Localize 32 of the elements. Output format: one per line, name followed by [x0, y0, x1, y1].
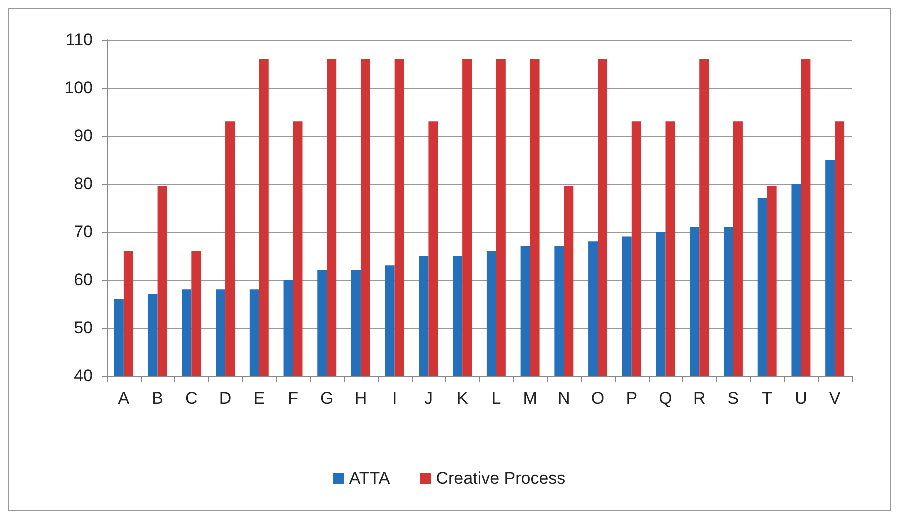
y-tick-label: 90	[74, 126, 93, 146]
y-tick-label: 110	[66, 30, 93, 50]
x-tick-label: V	[829, 389, 842, 408]
x-tick-label: B	[152, 389, 164, 408]
x-tick-label: R	[693, 389, 706, 408]
x-tick-label: M	[523, 389, 538, 408]
x-tick-label: J	[424, 389, 433, 408]
y-tick-label: 80	[74, 174, 93, 194]
x-tick-label: S	[728, 389, 740, 408]
y-tick-label: 70	[74, 222, 93, 242]
x-tick-label: G	[320, 389, 334, 408]
y-tick-label: 100	[64, 78, 93, 98]
x-tick-label: L	[492, 389, 502, 408]
x-tick-label: O	[591, 389, 605, 408]
x-tick-label: C	[186, 389, 198, 408]
x-tick-label: K	[456, 389, 469, 408]
x-tick-label: D	[219, 389, 232, 408]
y-tick-label: 50	[74, 318, 93, 338]
x-tick-label: Q	[659, 389, 672, 408]
x-tick-label: P	[626, 389, 638, 408]
x-tick-label: F	[288, 389, 298, 408]
x-tick-label: A	[118, 389, 130, 408]
x-tick-label: N	[558, 389, 570, 408]
x-tick-label: T	[762, 389, 773, 408]
legend-label: Creative Process	[436, 469, 566, 488]
x-tick-label: H	[354, 389, 368, 408]
y-tick-label: 60	[74, 270, 93, 290]
x-tick-label: I	[392, 389, 398, 408]
y-tick-label: 40	[74, 366, 93, 386]
x-tick-label: E	[254, 389, 266, 408]
legend-label: ATTA	[349, 469, 391, 488]
x-tick-label: U	[795, 389, 808, 408]
